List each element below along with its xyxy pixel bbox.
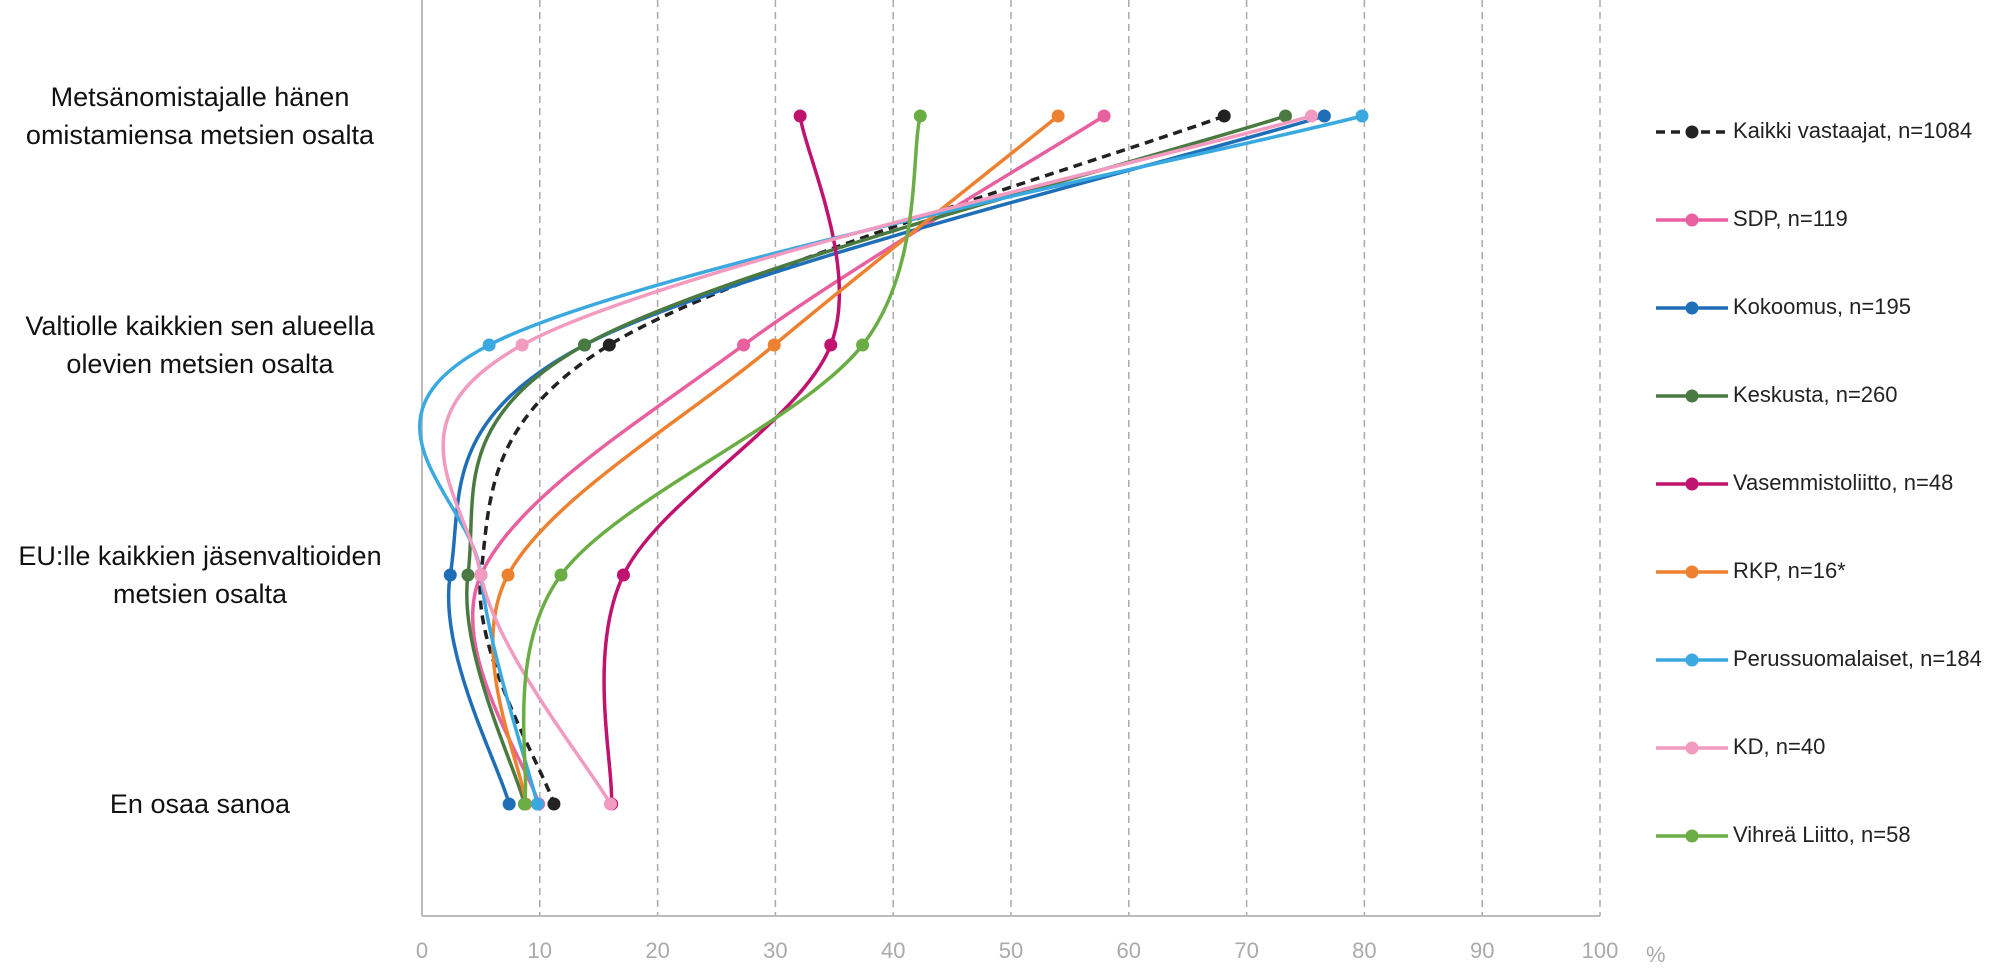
x-tick-label: 30 — [763, 938, 787, 963]
series-line — [441, 114, 1312, 805]
series-line — [470, 114, 1105, 805]
data-point — [913, 109, 927, 123]
data-point — [824, 338, 838, 352]
legend-label: Vasemmistoliitto, n=48 — [1733, 470, 1953, 495]
data-point — [530, 797, 544, 811]
data-point — [482, 338, 496, 352]
legend-label: SDP, n=119 — [1733, 206, 1848, 231]
data-point — [1051, 109, 1065, 123]
data-point — [1304, 109, 1318, 123]
data-point — [1317, 109, 1331, 123]
series-line — [602, 115, 842, 805]
data-point — [1097, 109, 1111, 123]
legend-label: Kokoomus, n=195 — [1733, 294, 1911, 319]
data-point — [443, 568, 457, 582]
legend-label: KD, n=40 — [1733, 734, 1825, 759]
data-point — [517, 797, 531, 811]
data-point — [502, 797, 516, 811]
legend-marker — [1685, 565, 1699, 579]
y-tick-label: Valtiolle kaikkien sen alueella olevien … — [25, 311, 375, 379]
data-point — [474, 568, 488, 582]
series-line — [478, 114, 1225, 805]
legend-label: RKP, n=16* — [1733, 558, 1846, 583]
x-tick-label: 50 — [999, 938, 1023, 963]
y-tick-label: En osaa sanoa — [109, 789, 291, 819]
data-point — [767, 338, 781, 352]
data-point — [461, 568, 475, 582]
series-line — [465, 114, 1287, 805]
legend-marker — [1685, 213, 1699, 227]
legend-marker — [1685, 389, 1699, 403]
legend-marker — [1685, 829, 1699, 843]
data-point — [1217, 109, 1231, 123]
data-point — [554, 568, 568, 582]
series-line — [521, 115, 922, 805]
x-tick-label: 80 — [1352, 938, 1376, 963]
legend-marker — [1685, 477, 1699, 491]
legend-marker — [1685, 125, 1699, 139]
x-tick-label: 60 — [1117, 938, 1141, 963]
x-tick-label: 100 — [1582, 938, 1619, 963]
data-point — [616, 568, 630, 582]
data-point — [737, 338, 751, 352]
series-line — [418, 114, 1363, 805]
x-tick-label: 0 — [416, 938, 428, 963]
data-point — [602, 338, 616, 352]
x-tick-label: 20 — [645, 938, 669, 963]
x-tick-label: 90 — [1470, 938, 1494, 963]
data-point — [515, 338, 529, 352]
series-line — [491, 114, 1060, 805]
legend-label: Kaikki vastaajat, n=1084 — [1733, 118, 1972, 143]
data-point — [1355, 109, 1369, 123]
legend-marker — [1685, 741, 1699, 755]
data-point — [578, 338, 592, 352]
legend-label: Keskusta, n=260 — [1733, 382, 1898, 407]
data-point — [603, 797, 617, 811]
x-tick-label: 40 — [881, 938, 905, 963]
legend-label: Perussuomalaiset, n=184 — [1733, 646, 1982, 671]
x-tick-label: 10 — [528, 938, 552, 963]
legend-marker — [1685, 301, 1699, 315]
y-tick-label: EU:lle kaikkien jäsenvaltioiden metsien … — [18, 541, 382, 609]
data-point — [793, 109, 807, 123]
legend-marker — [1685, 653, 1699, 667]
legend-label: Vihreä Liitto, n=58 — [1733, 822, 1911, 847]
data-point — [856, 338, 870, 352]
y-tick-label: Metsänomistajalle hänen omistamiensa met… — [25, 82, 375, 150]
x-tick-label: 70 — [1234, 938, 1258, 963]
x-unit: % — [1646, 942, 1666, 967]
data-point — [501, 568, 515, 582]
data-point — [1278, 109, 1292, 123]
data-point — [547, 797, 561, 811]
series-line — [447, 114, 1325, 805]
